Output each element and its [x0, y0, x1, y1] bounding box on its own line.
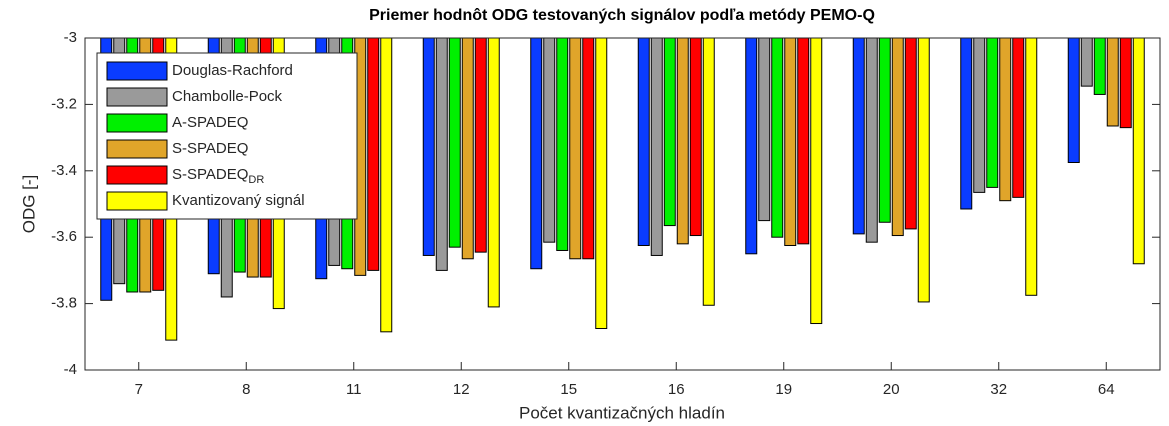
- legend-label: S-SPADEQ: [172, 140, 248, 157]
- bar: [1119, 37, 1132, 129]
- bar: [1106, 37, 1119, 127]
- legend-label: A-SPADEQ: [172, 114, 248, 131]
- legend-name: Chambolle-Pock: [172, 88, 283, 105]
- legend-swatch: [106, 191, 168, 211]
- x-tick-label: 16: [668, 381, 685, 398]
- y-tick-label: -3: [64, 29, 77, 46]
- y-tick-label: -3.6: [51, 228, 77, 245]
- bar: [461, 37, 474, 260]
- bar: [582, 37, 595, 260]
- legend-label: Chambolle-Pock: [172, 88, 283, 105]
- legend-swatch: [106, 139, 168, 159]
- bar: [543, 37, 556, 243]
- x-tick-label: 7: [135, 381, 143, 398]
- y-tick-label: -3.8: [51, 295, 77, 312]
- chart-title: Priemer hodnôt ODG testovaných signálov …: [369, 7, 875, 24]
- bar: [474, 37, 487, 253]
- bar: [1132, 37, 1145, 265]
- bar: [891, 37, 904, 237]
- bar: [556, 37, 569, 251]
- bar: [810, 37, 823, 325]
- legend-name: S-SPADEQ: [172, 140, 248, 157]
- legend-swatch: [106, 165, 168, 185]
- bar: [917, 37, 930, 303]
- bar: [758, 37, 771, 222]
- y-tick-label: -4: [64, 361, 77, 378]
- legend-subscript: DR: [248, 174, 264, 186]
- legend-label: Kvantizovaný signál: [172, 192, 305, 209]
- bar: [569, 37, 582, 260]
- bar: [1012, 37, 1025, 198]
- legend-name: Kvantizovaný signál: [172, 192, 305, 209]
- bar: [1067, 37, 1080, 163]
- bar: [1080, 37, 1093, 87]
- bar: [960, 37, 973, 210]
- y-axis-label: ODG [-]: [19, 175, 38, 234]
- bar: [637, 37, 650, 246]
- legend-name: S-SPADEQ: [172, 166, 248, 183]
- bar: [435, 37, 448, 271]
- bar: [999, 37, 1012, 202]
- bar: [1093, 37, 1106, 95]
- legend-swatch: [106, 61, 168, 81]
- bar: [771, 37, 784, 238]
- x-axis-label: Počet kvantizačných hladín: [519, 403, 725, 422]
- y-tick-label: -3.2: [51, 95, 77, 112]
- x-tick-label: 11: [346, 381, 362, 398]
- bar: [367, 37, 380, 271]
- legend-name: Douglas-Rachford: [172, 62, 293, 79]
- plot-frame: [84, 37, 1161, 371]
- bar: [650, 37, 663, 256]
- bar: [784, 37, 797, 246]
- bar: [487, 37, 500, 308]
- bar: [595, 37, 608, 329]
- bar: [448, 37, 461, 248]
- bar: [530, 37, 543, 270]
- x-tick-label: 12: [453, 381, 470, 398]
- legend-swatch: [106, 113, 168, 133]
- bar: [973, 37, 986, 193]
- bar: [852, 37, 865, 235]
- legend-label: S-SPADEQDR: [172, 166, 264, 186]
- x-tick-label: 64: [1098, 381, 1115, 398]
- x-tick-label: 32: [990, 381, 1007, 398]
- bar: [422, 37, 435, 256]
- bar: [878, 37, 891, 223]
- bar: [865, 37, 878, 243]
- legend-swatch: [106, 87, 168, 107]
- bar: [676, 37, 689, 245]
- bar: [689, 37, 702, 237]
- legend-box: [96, 52, 358, 220]
- bar: [904, 37, 917, 230]
- x-tick-label: 19: [775, 381, 792, 398]
- x-tick-label: 15: [560, 381, 577, 398]
- bar: [1025, 37, 1038, 296]
- legend-label: Douglas-Rachford: [172, 62, 293, 79]
- bar: [986, 37, 999, 188]
- legend-name: A-SPADEQ: [172, 114, 248, 131]
- bar: [702, 37, 715, 306]
- x-tick-label: 8: [242, 381, 250, 398]
- bar: [663, 37, 676, 227]
- x-tick-label: 20: [883, 381, 900, 398]
- y-tick-label: -3.4: [51, 162, 77, 179]
- bar: [797, 37, 810, 245]
- bar: [745, 37, 758, 255]
- bar: [380, 37, 393, 333]
